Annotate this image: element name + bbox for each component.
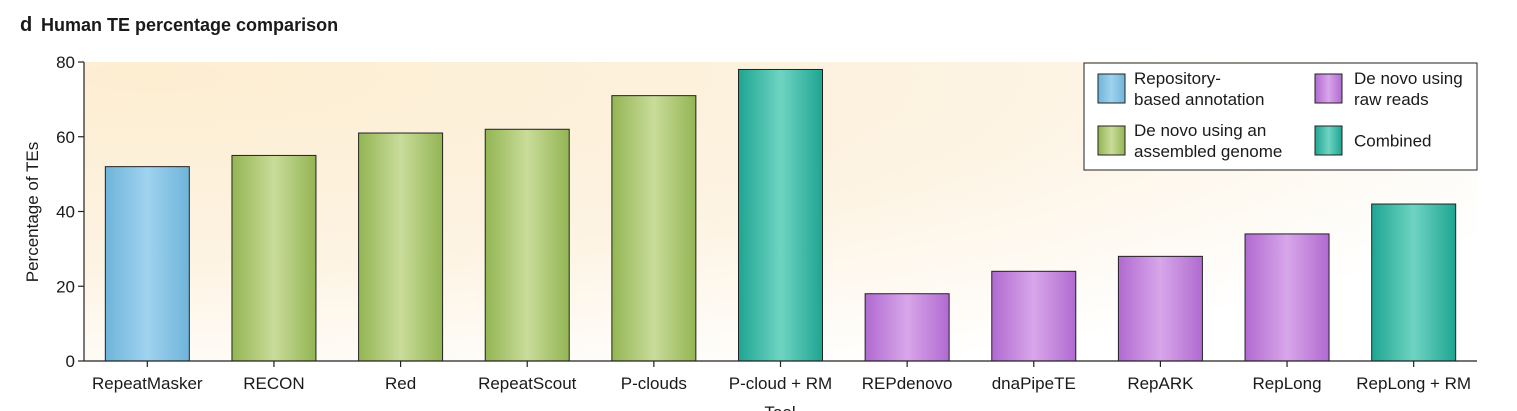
x-tick-label: RepeatScout — [478, 374, 577, 393]
bar-replong-rm — [1371, 203, 1457, 362]
legend-swatch-repository — [1097, 73, 1126, 104]
x-tick-label: RepeatMasker — [92, 374, 203, 393]
y-tick-label: 80 — [56, 53, 75, 72]
legend-swatch-combined — [1314, 125, 1343, 156]
x-tick-label: P-cloud + RM — [729, 374, 832, 393]
legend-label-raw: raw reads — [1354, 90, 1429, 109]
legend: Repository-based annotation De novo using… — [1083, 62, 1478, 171]
legend-swatch-assembled — [1097, 125, 1126, 156]
x-tick-label: Red — [385, 374, 416, 393]
panel-label: d — [20, 14, 32, 36]
y-tick-label: 60 — [56, 128, 75, 147]
bar-repark — [1117, 255, 1203, 362]
legend-box — [1083, 62, 1478, 171]
chart-title: Human TE percentage comparison — [41, 15, 338, 35]
legend-label-raw: De novo using — [1354, 69, 1463, 88]
bar-red — [358, 132, 444, 362]
y-tick-label: 0 — [66, 352, 75, 371]
x-tick-label: P-clouds — [621, 374, 687, 393]
y-axis: 0 20 40 60 80 — [56, 53, 85, 371]
x-tick-label: REPdenovo — [862, 374, 953, 393]
y-tick-label: 20 — [56, 277, 75, 296]
bar-repdenovo — [864, 293, 950, 362]
bar-recon — [231, 154, 317, 362]
legend-label-repository: Repository- — [1134, 69, 1221, 88]
x-tick-label: RepARK — [1127, 374, 1194, 393]
bar-p-cloud-rm — [738, 68, 823, 362]
x-axis-label: Tool — [764, 403, 795, 411]
legend-label-assembled: assembled genome — [1134, 142, 1282, 161]
bar-dnapipete — [991, 270, 1077, 362]
legend-swatch-raw — [1314, 73, 1343, 104]
bar-p-clouds — [611, 95, 697, 362]
x-tick-label: dnaPipeTE — [992, 374, 1076, 393]
bar-repeatmasker — [104, 166, 190, 362]
y-axis-label: Percentage of TEs — [23, 142, 42, 283]
bars-group — [104, 68, 1457, 362]
bar-repeatscout — [484, 128, 570, 362]
bar-replong — [1244, 233, 1330, 362]
legend-label-repository: based annotation — [1134, 90, 1264, 109]
legend-label-assembled: De novo using an — [1134, 121, 1266, 140]
legend-label-combined: Combined — [1354, 132, 1432, 151]
x-tick-label: RepLong — [1253, 374, 1322, 393]
y-tick-label: 40 — [56, 203, 75, 222]
x-tick-label: RECON — [243, 374, 304, 393]
x-axis: RepeatMasker RECON Red RepeatScout P-clouds P… — [84, 360, 1477, 393]
x-tick-label: RepLong + RM — [1356, 374, 1471, 393]
